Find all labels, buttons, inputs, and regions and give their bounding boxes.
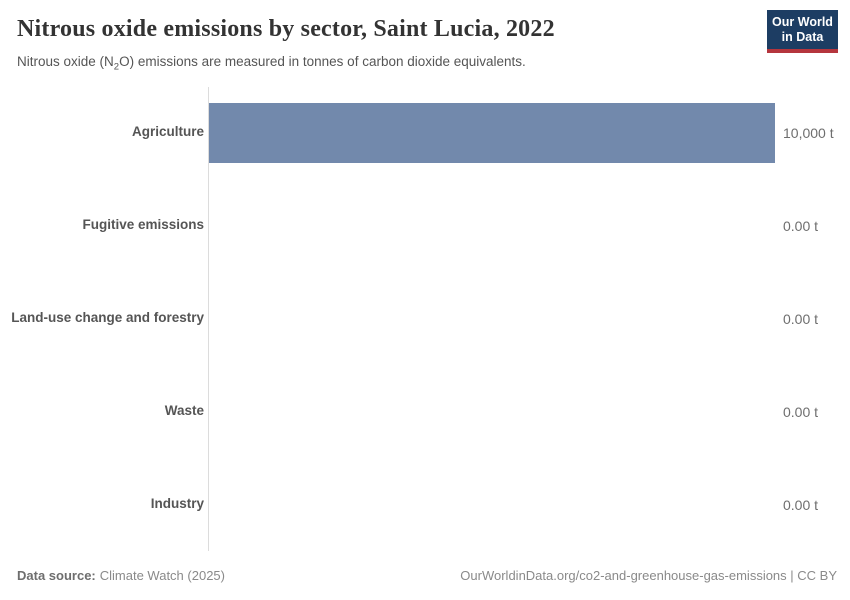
subtitle-suffix: O) emissions are measured in tonnes of c…	[119, 53, 526, 69]
owid-logo-line2: in Data	[781, 30, 824, 44]
owid-logo-line1: Our World	[772, 15, 833, 29]
value-label: 10,000 t	[783, 124, 834, 141]
owid-logo[interactable]: Our World in Data	[767, 10, 838, 53]
bar-track	[209, 475, 775, 535]
data-source-label: Data source:	[17, 568, 96, 583]
subtitle-subscript: 2	[113, 61, 120, 73]
bar-chart-plot-area: Agriculture 10,000 t Fugitive emissions …	[0, 86, 850, 551]
category-label: Waste	[164, 403, 204, 419]
chart-header: Nitrous oxide emissions by sector, Saint…	[0, 0, 850, 74]
chart-subtitle: Nitrous oxide (N2O) emissions are measur…	[17, 53, 833, 74]
chart-footer: Data source: Climate Watch (2025) OurWorl…	[17, 568, 837, 583]
bar-row-agriculture: Agriculture 10,000 t	[0, 86, 850, 179]
bar-track	[209, 289, 775, 349]
category-label: Fugitive emissions	[82, 217, 204, 233]
bar[interactable]	[209, 102, 775, 163]
bar-row-fugitive-emissions: Fugitive emissions 0.00 t	[0, 179, 850, 272]
bar-track	[209, 382, 775, 442]
page-title: Nitrous oxide emissions by sector, Saint…	[17, 16, 555, 42]
data-source-value: Climate Watch (2025)	[99, 568, 225, 583]
y-axis-line	[208, 87, 209, 551]
value-label: 0.00 t	[783, 403, 819, 420]
credit-link[interactable]: OurWorldinData.org/co2-and-greenhouse-ga…	[460, 568, 837, 583]
data-source: Data source: Climate Watch (2025)	[17, 568, 225, 583]
value-label: 0.00 t	[783, 217, 819, 234]
category-label: Agriculture	[131, 124, 204, 140]
bar-track	[209, 196, 775, 256]
bar-row-land-use-change-and-forestry: Land-use change and forestry 0.00 t	[0, 272, 850, 365]
value-label: 0.00 t	[783, 496, 819, 513]
bar-row-waste: Waste 0.00 t	[0, 365, 850, 458]
category-label: Industry	[150, 496, 204, 512]
category-label: Land-use change and forestry	[11, 310, 204, 326]
subtitle-prefix: Nitrous oxide (N	[17, 53, 114, 69]
bar-row-industry: Industry 0.00 t	[0, 458, 850, 551]
bar-track	[209, 102, 775, 163]
value-label: 0.00 t	[783, 310, 819, 327]
